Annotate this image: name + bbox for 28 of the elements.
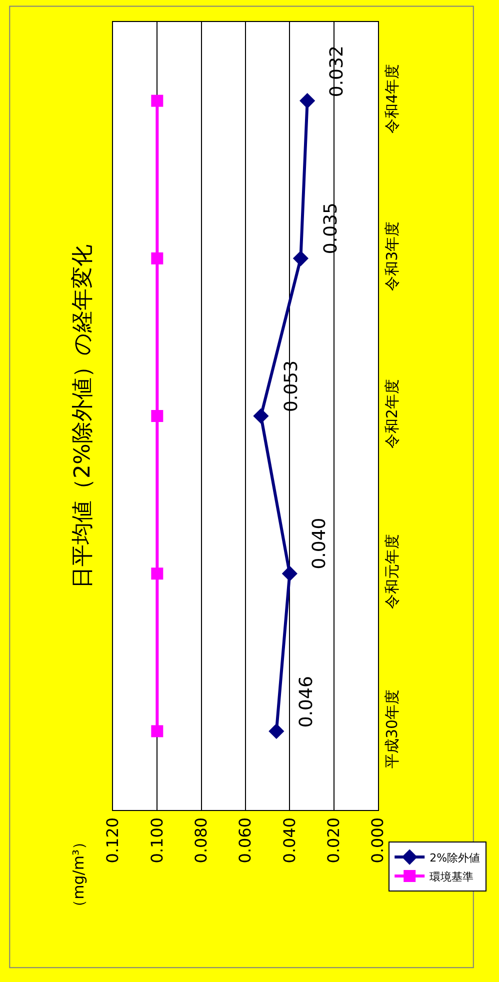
x-tick-label: 0.120 xyxy=(103,817,122,864)
x-tick-label: 0.020 xyxy=(324,817,344,864)
point xyxy=(292,250,309,266)
point xyxy=(151,410,164,422)
x-tick-label: 0.000 xyxy=(368,817,388,864)
point xyxy=(268,723,284,739)
data-label: 0.040 xyxy=(309,518,330,570)
point xyxy=(151,252,164,264)
x-tick-label: 0.040 xyxy=(280,817,299,864)
point xyxy=(151,94,164,107)
point xyxy=(151,568,164,580)
y-tick-label: 令和元年度 xyxy=(383,534,401,609)
point xyxy=(300,93,316,109)
y-tick-label: 令和4年度 xyxy=(383,64,401,134)
y-tick-label: 平成30年度 xyxy=(383,689,401,768)
legend-label: 環境基準 xyxy=(430,870,474,884)
point xyxy=(151,725,164,738)
x-tick-label: 0.100 xyxy=(147,817,166,864)
text: 日平均値（2%除外値）の経年変化 xyxy=(70,244,96,588)
y-tick-label: 令和3年度 xyxy=(383,221,401,291)
point xyxy=(253,408,269,424)
x-tick-label: 0.080 xyxy=(192,817,211,864)
y-tick-label: 令和2年度 xyxy=(383,378,401,449)
x-tick-label: 0.060 xyxy=(236,817,255,864)
text: （mg/m³） xyxy=(70,834,88,914)
legend-label: 2%除外値 xyxy=(430,851,480,864)
point xyxy=(282,566,298,582)
data-label: 0.046 xyxy=(296,676,318,728)
